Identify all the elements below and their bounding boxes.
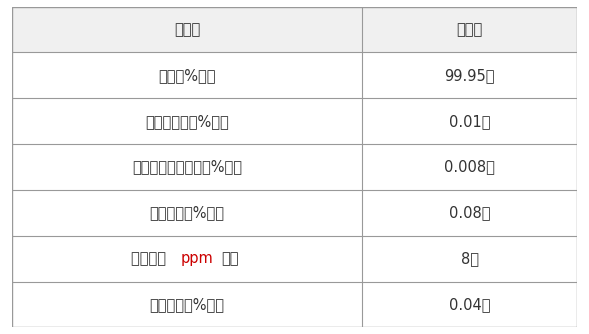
Text: 0.04。: 0.04。 <box>449 297 491 312</box>
Bar <box>12 7 577 52</box>
Bar <box>12 144 577 190</box>
Bar <box>12 98 577 144</box>
Text: 指标。: 指标。 <box>456 22 483 37</box>
Bar <box>12 190 577 236</box>
Text: 重金属（: 重金属（ <box>131 251 171 266</box>
Bar <box>12 52 577 98</box>
Text: ）。: ）。 <box>221 251 239 266</box>
Text: 0.08。: 0.08。 <box>449 205 491 220</box>
Text: 99.95。: 99.95。 <box>445 68 495 83</box>
Text: 0.008。: 0.008。 <box>444 160 495 174</box>
Text: 0.01。: 0.01。 <box>449 114 491 129</box>
Bar <box>12 236 577 282</box>
Text: 其他任何单一杂质（%）。: 其他任何单一杂质（%）。 <box>132 160 242 174</box>
Text: 项目。: 项目。 <box>174 22 200 37</box>
Text: ppm: ppm <box>180 251 213 266</box>
Bar <box>12 282 577 327</box>
Text: 纴度（%）。: 纴度（%）。 <box>158 68 216 83</box>
Text: 8。: 8。 <box>461 251 479 266</box>
Text: 氯基胍含量（%）。: 氯基胍含量（%）。 <box>145 114 229 129</box>
Text: 干燥失重（%）。: 干燥失重（%）。 <box>150 205 224 220</box>
Text: 焊灼残渣（%）。: 焊灼残渣（%）。 <box>150 297 224 312</box>
